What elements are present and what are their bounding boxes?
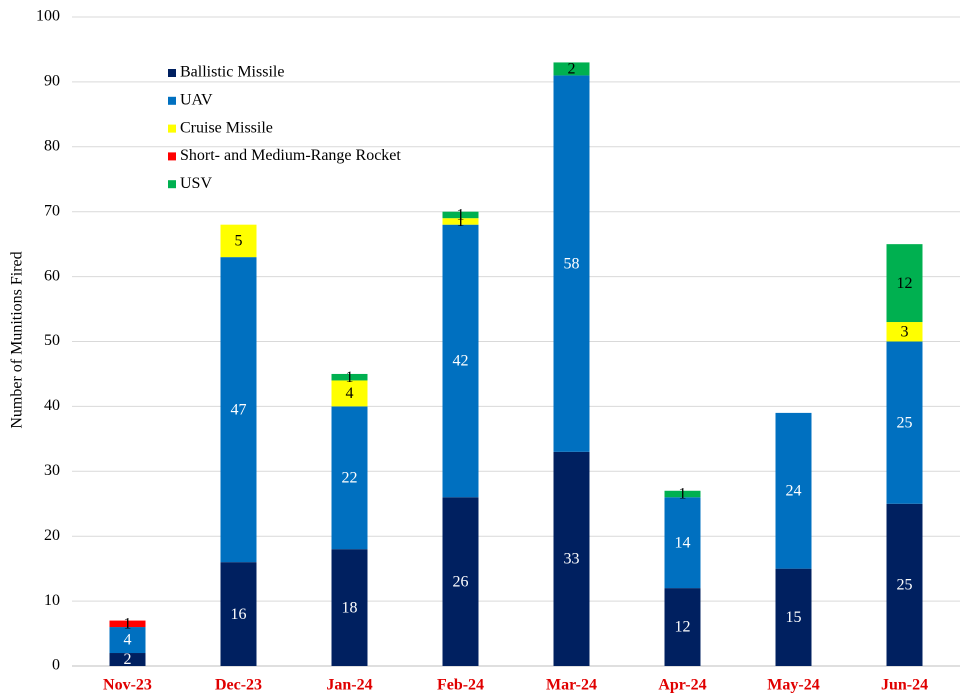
data-label: 12 (897, 275, 913, 292)
bar-segment (331, 406, 368, 550)
legend-label: Ballistic Missile (180, 64, 284, 81)
legend-swatch (168, 96, 176, 105)
data-label: 4 (124, 632, 132, 649)
bar-segment (331, 373, 368, 381)
x-tick-label: Nov-23 (103, 677, 152, 694)
y-tick-label: 30 (44, 462, 60, 479)
legend-label: Cruise Missile (180, 119, 273, 136)
data-label: 2 (124, 651, 132, 668)
x-tick-label: Dec-23 (215, 677, 262, 694)
legend-label: Short- and Medium-Range Rocket (180, 147, 401, 164)
data-label: 4 (346, 385, 354, 402)
data-label: 3 (901, 323, 909, 340)
x-tick-label: Jun-24 (881, 677, 928, 694)
data-label: 1 (124, 615, 132, 632)
data-label: 1 (457, 207, 465, 224)
legend-swatch (168, 69, 176, 77)
y-tick-label: 90 (44, 73, 60, 90)
bar-segment (553, 75, 590, 452)
y-tick-label: 40 (44, 397, 60, 414)
data-label: 16 (231, 606, 247, 623)
legend-swatch (168, 152, 176, 161)
legend-label: USV (180, 175, 212, 192)
data-label: 47 (231, 401, 247, 418)
x-tick-label: May-24 (767, 677, 819, 694)
bar-segment (886, 322, 923, 342)
data-label: 42 (453, 353, 469, 370)
bar-segment (109, 627, 146, 654)
data-label: 12 (675, 619, 691, 636)
data-label: 5 (235, 233, 243, 250)
bar-segment (331, 380, 368, 407)
y-tick-label: 50 (44, 332, 60, 349)
x-tick-label: Apr-24 (658, 677, 706, 694)
bar-segment (331, 549, 368, 666)
y-axis-label: Number of Munitions Fired (9, 251, 26, 428)
bar-segment (664, 588, 701, 666)
bar-segment (664, 490, 701, 498)
data-label: 24 (786, 482, 802, 499)
bar-segment (442, 218, 479, 225)
data-label: 26 (453, 573, 469, 590)
x-tick-label: Feb-24 (437, 677, 484, 694)
bar-segment (886, 244, 923, 323)
bar-segment (109, 620, 146, 628)
bar-segment (442, 497, 479, 666)
data-label: 22 (342, 469, 358, 486)
bar-segment (553, 451, 590, 666)
data-label: 1 (457, 213, 465, 230)
bar-segment (553, 62, 590, 76)
bar-segment (220, 257, 257, 563)
data-label: 1 (346, 369, 354, 386)
y-tick-label: 80 (44, 137, 60, 154)
bar-segment (775, 412, 812, 569)
data-label: 58 (564, 255, 580, 272)
y-tick-label: 20 (44, 527, 60, 544)
x-tick-label: Jan-24 (326, 677, 372, 694)
data-label: 18 (342, 599, 358, 616)
bar-segment (442, 211, 479, 219)
legend-label: UAV (180, 91, 213, 108)
bar-segment (886, 503, 923, 666)
bar-segment (664, 497, 701, 589)
data-label: 25 (897, 414, 913, 431)
y-tick-label: 10 (44, 592, 60, 609)
data-label: 15 (786, 609, 802, 626)
bar-segment (220, 224, 257, 258)
legend-swatch (168, 124, 176, 133)
legend-swatch (168, 180, 176, 189)
bar-segment (886, 341, 923, 504)
y-tick-label: 70 (44, 202, 60, 219)
data-label: 25 (897, 577, 913, 594)
data-label: 1 (679, 486, 687, 503)
data-label: 2 (568, 61, 576, 78)
bar-segment (775, 568, 812, 666)
y-tick-label: 60 (44, 267, 60, 284)
bar-segment (220, 562, 257, 666)
x-tick-label: Mar-24 (546, 677, 597, 694)
data-label: 14 (675, 534, 691, 551)
y-tick-label: 100 (36, 8, 60, 25)
bar-segment (109, 653, 146, 666)
data-label: 33 (564, 551, 580, 568)
y-tick-label: 0 (52, 657, 60, 674)
bar-segment (442, 224, 479, 498)
